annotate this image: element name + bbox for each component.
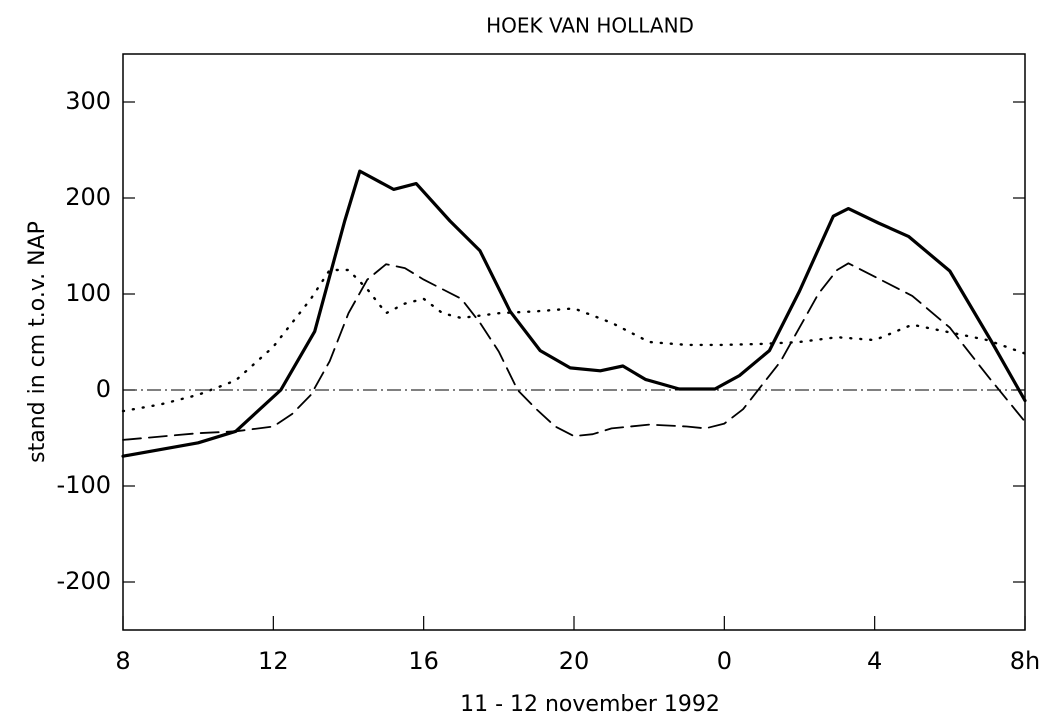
x-tick-label: 20: [559, 647, 590, 675]
x-tick-label: 4: [867, 647, 882, 675]
y-tick-label: 0: [96, 375, 111, 403]
line-series: [121, 268, 1027, 413]
y-tick-label: 100: [65, 279, 111, 307]
y-tick-label: -200: [57, 567, 111, 595]
chart-title: HOEK VAN HOLLAND: [486, 14, 694, 38]
x-axis-label: 11 - 12 november 1992: [460, 692, 720, 717]
x-tick-label: 8h: [1010, 647, 1040, 675]
x-tick-label: 12: [258, 647, 289, 675]
x-tick-label: 16: [408, 647, 439, 675]
line-series: [121, 169, 1027, 458]
y-tick-label: 200: [65, 183, 111, 211]
y-tick-label: 300: [65, 87, 111, 115]
plot-frame: [122, 53, 1026, 631]
x-tick-label: 0: [717, 647, 732, 675]
y-axis-label: stand in cm t.o.v. NAP: [25, 221, 50, 463]
y-tick-label: -100: [57, 471, 111, 499]
x-tick-label: 8: [115, 647, 130, 675]
line-series: [122, 262, 1026, 441]
